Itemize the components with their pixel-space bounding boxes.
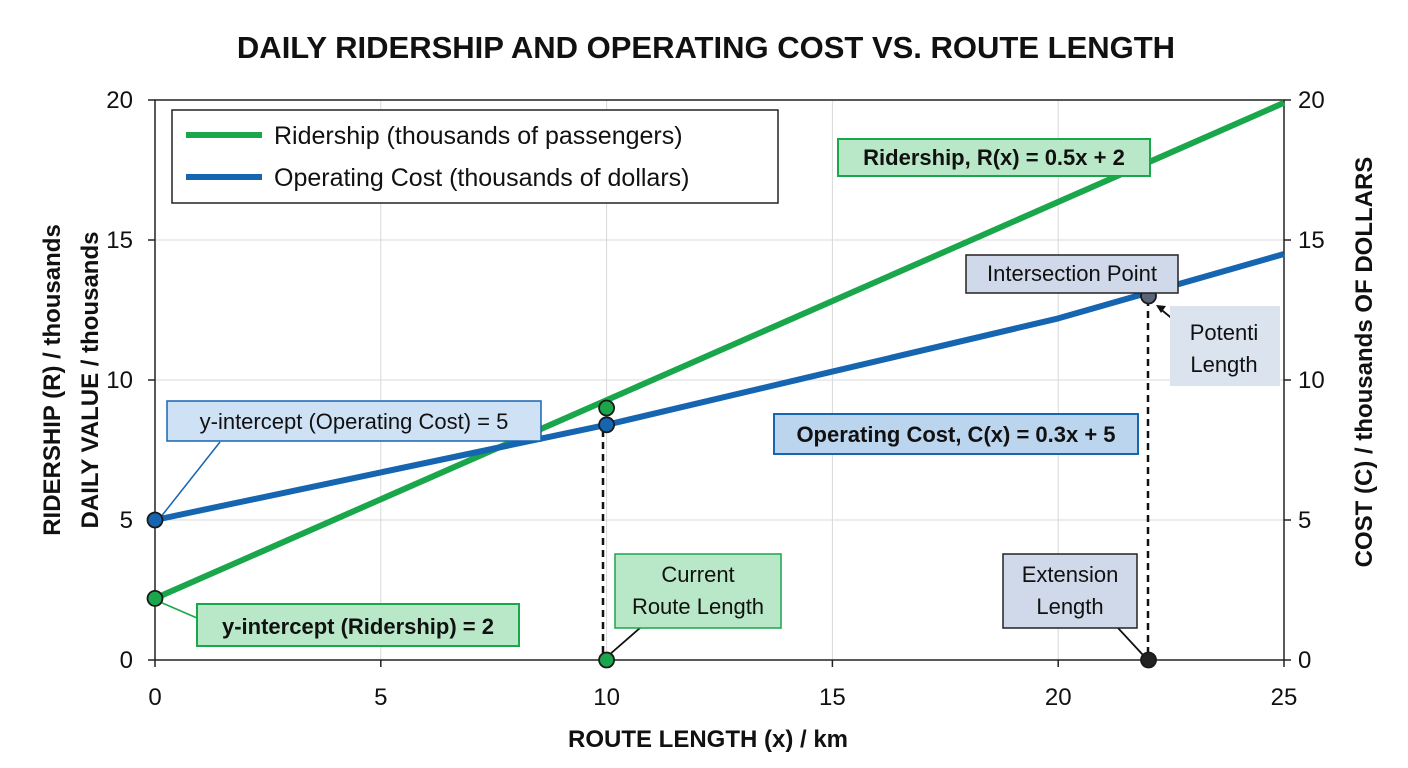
cost-intercept-box — [166, 400, 542, 442]
legend-label-ridership: Ridership (thousands of passengers) — [274, 122, 683, 150]
data-point-marker — [1140, 651, 1157, 669]
cost-eq-box — [773, 413, 1139, 455]
legend: Ridership (thousands of passengers) Oper… — [171, 109, 779, 204]
ridership-intercept-text: y-intercept (Ridership) = 2 — [222, 614, 494, 639]
potential-arrowhead — [1156, 305, 1166, 313]
y-tick-label: 10 — [106, 367, 133, 394]
x-tick-label: 5 — [374, 684, 387, 711]
extension-box — [1002, 553, 1138, 629]
extension-text-line2: Length — [1036, 594, 1103, 619]
ridership-intercept-box — [196, 603, 520, 647]
y-axis-label-ridership: RIDERSHIP (R) / thousands — [39, 224, 66, 536]
ridership-line — [153, 100, 1286, 602]
chart-title: DAILY RIDERSHIP AND OPERATING COST VS. R… — [237, 30, 1175, 65]
current-box — [614, 553, 782, 629]
ridership-eq-text: Ridership, R(x) = 0.5x + 2 — [863, 145, 1125, 170]
leader-extension — [1117, 627, 1144, 656]
y-tick-label: 20 — [106, 87, 133, 114]
y2-axis-label: COST (C) / thousands OF DOLLARS — [1351, 157, 1378, 568]
x-tick-label: 20 — [1045, 684, 1072, 711]
x-axis-label: ROUTE LENGTH (x) / km — [568, 726, 848, 753]
data-point-marker — [598, 399, 615, 417]
current-text-line1: Current — [661, 562, 734, 587]
annotation-ridership-equation: Ridership, R(x) = 0.5x + 2 — [837, 138, 1151, 177]
cost-intercept-text: y-intercept (Operating Cost) = 5 — [200, 409, 509, 434]
data-point-marker — [598, 651, 615, 669]
y-tick-label: 0 — [120, 647, 133, 674]
potential-box — [1170, 306, 1280, 386]
y-tick-label: 5 — [120, 507, 133, 534]
y2-tick-labels: 0 5 10 15 20 — [1284, 87, 1325, 674]
leader-current — [608, 627, 641, 656]
y2-tick-label: 15 — [1298, 227, 1325, 254]
y2-tick-label: 20 — [1298, 87, 1325, 114]
y2-tick-label: 5 — [1298, 507, 1311, 534]
y-axis-label-daily-value: DAILY VALUE / thousands — [77, 232, 104, 529]
y-tick-label: 15 — [106, 227, 133, 254]
extension-text-line1: Extension — [1022, 562, 1119, 587]
leader-ridership-intercept — [159, 601, 198, 619]
annotation-intersection-point: Intersection Point — [965, 254, 1179, 294]
x-tick-label: 25 — [1271, 684, 1298, 711]
x-tick-label: 15 — [819, 684, 846, 711]
legend-box — [171, 109, 779, 204]
annotation-potential-length: Potenti Length — [1170, 306, 1280, 386]
annotation-extension-length: Extension Length — [1002, 553, 1138, 629]
y2-tick-label: 0 — [1298, 647, 1311, 674]
potential-text-line2: Length — [1190, 352, 1257, 377]
annotation-cost-intercept: y-intercept (Operating Cost) = 5 — [166, 400, 542, 442]
operating-cost-line — [154, 251, 1285, 523]
intersection-box — [965, 254, 1179, 294]
current-text-line2: Route Length — [632, 594, 764, 619]
potential-text-line1: Potenti — [1190, 320, 1259, 345]
intersection-text: Intersection Point — [987, 261, 1157, 286]
legend-label-cost: Operating Cost (thousands of dollars) — [274, 164, 690, 192]
cost-eq-text: Operating Cost, C(x) = 0.3x + 5 — [796, 422, 1115, 447]
leader-cost-intercept — [159, 441, 221, 519]
annotation-current-route-length: Current Route Length — [614, 553, 782, 629]
ridership-eq-box — [837, 138, 1151, 177]
annotation-cost-equation: Operating Cost, C(x) = 0.3x + 5 — [773, 413, 1139, 455]
data-point-marker — [598, 416, 615, 434]
data-point-marker — [146, 590, 164, 607]
x-tick-label: 0 — [148, 684, 161, 711]
y2-tick-label: 10 — [1298, 367, 1325, 394]
x-tick-label: 10 — [593, 684, 620, 711]
x-tick-labels: 0 5 10 15 20 25 — [148, 660, 1297, 711]
y-tick-labels: 0 5 10 15 20 — [106, 87, 155, 674]
annotation-ridership-intercept: y-intercept (Ridership) = 2 — [196, 603, 520, 647]
series-lines — [153, 100, 1286, 602]
data-point-marker — [146, 511, 164, 529]
